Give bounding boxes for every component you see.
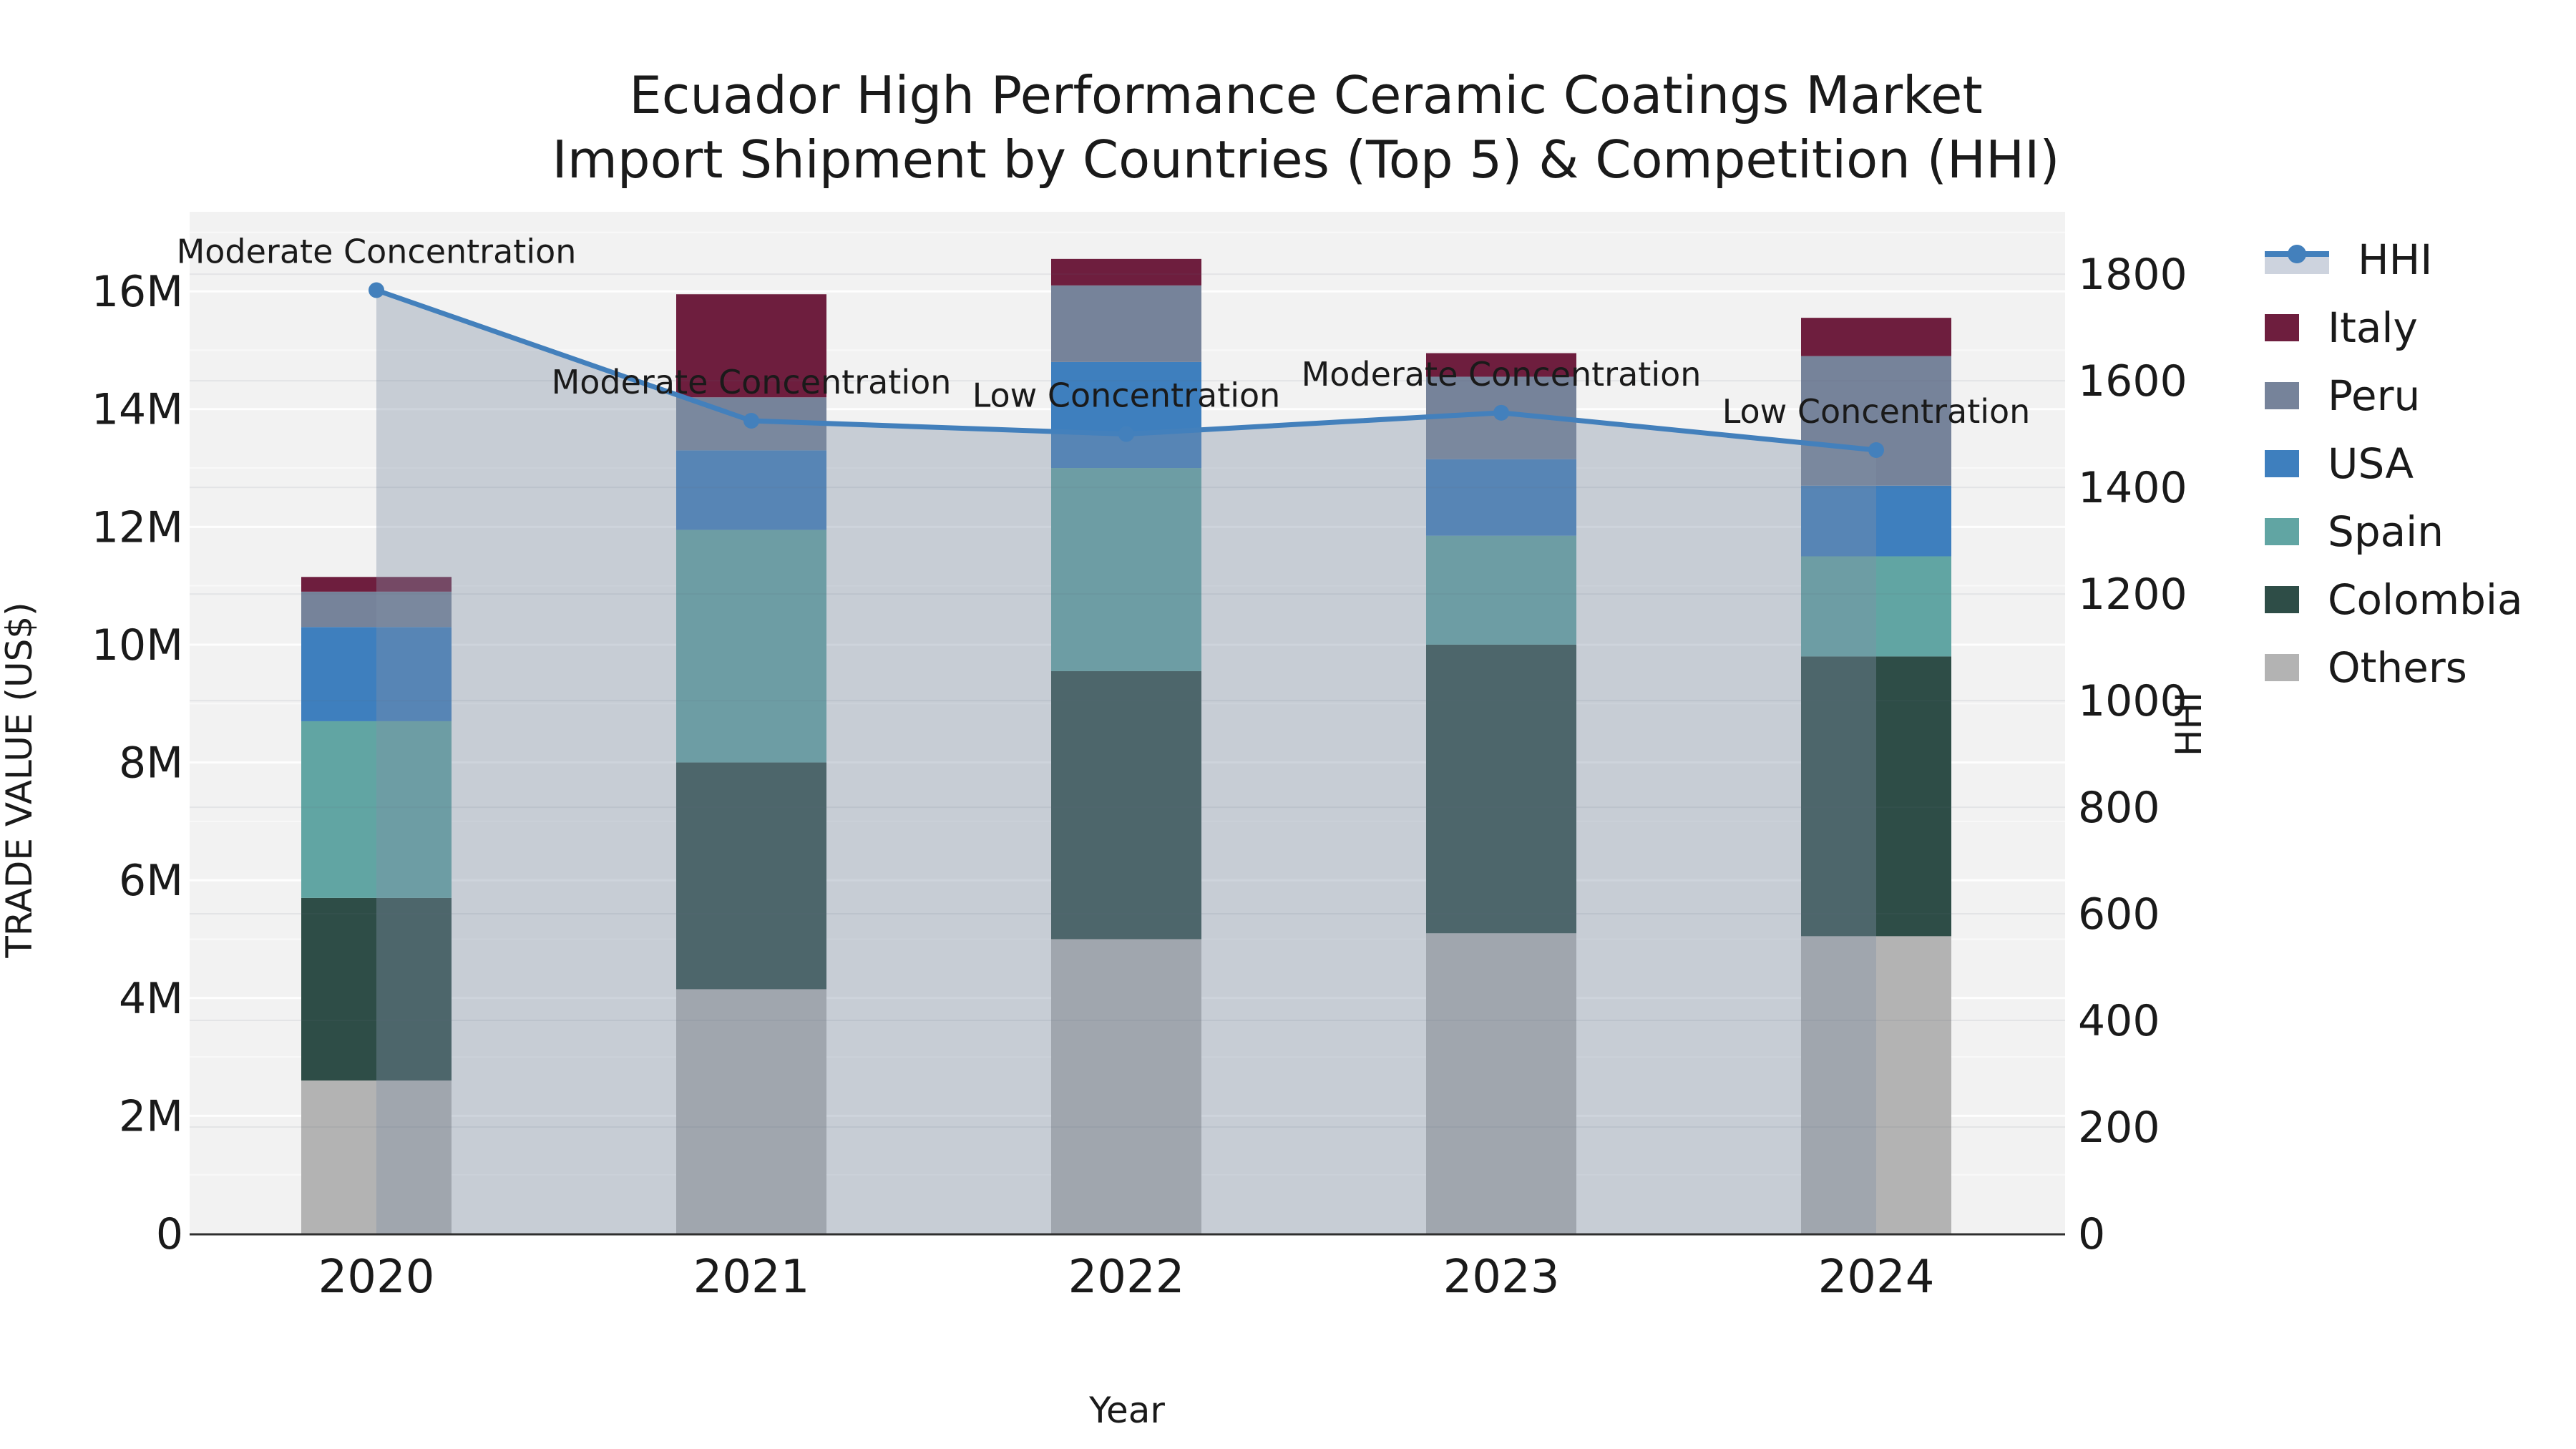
y2-tick-label-600: 600: [2078, 889, 2160, 940]
y-tick-label-10: 10M: [92, 620, 183, 670]
legend: HHI Italy Peru USA Spain Colombia Others: [2265, 225, 2523, 701]
y2-tick-label-400: 400: [2078, 996, 2160, 1046]
bar-segment-spain-2024: [1801, 556, 1951, 657]
legend-swatch-italy: [2265, 313, 2299, 341]
legend-label-spain: Spain: [2328, 507, 2444, 556]
legend-item-usa: USA: [2265, 429, 2523, 497]
bar-segment-spain-2020: [301, 721, 452, 898]
y-tick-label-6: 6M: [119, 856, 183, 906]
bar-segment-peru-2020: [301, 591, 452, 628]
bar-segment-colombia-2024: [1801, 656, 1951, 937]
hhi-marker-2023: [1493, 404, 1509, 421]
bar-segment-others-2023: [1426, 933, 1576, 1234]
y-tick-label-8: 8M: [119, 738, 183, 789]
legend-label-colombia: Colombia: [2328, 575, 2523, 624]
legend-item-hhi: HHI: [2265, 225, 2523, 293]
y-tick-label-4: 4M: [119, 974, 183, 1024]
bar-segment-colombia-2022: [1051, 670, 1201, 940]
bar-segment-colombia-2023: [1426, 644, 1576, 934]
y2-tick-label-1600: 1600: [2078, 356, 2187, 406]
chart-title: Ecuador High Performance Ceramic Coating…: [36, 63, 2576, 192]
x-tick-label-2023: 2023: [1443, 1251, 1560, 1304]
legend-hhi-line-icon: [2265, 244, 2329, 274]
bar-segment-others-2024: [1801, 936, 1951, 1234]
legend-label-hhi: HHI: [2358, 235, 2433, 284]
bar-segment-others-2021: [676, 989, 826, 1234]
chart-title-line-1: Ecuador High Performance Ceramic Coating…: [629, 65, 1983, 125]
legend-label-usa: USA: [2328, 439, 2414, 488]
hhi-marker-2022: [1118, 426, 1134, 442]
annotation-2022: Low Concentration: [972, 376, 1281, 415]
bar-segment-spain-2022: [1051, 468, 1201, 671]
y2-axis-label: HHI: [2168, 692, 2210, 756]
annotation-2024: Low Concentration: [1722, 392, 2031, 431]
y2-tick-label-200: 200: [2078, 1103, 2160, 1153]
y-tick-label-2: 2M: [119, 1091, 183, 1141]
bar-segment-usa-2021: [676, 450, 826, 530]
y2-tick-label-800: 800: [2078, 783, 2160, 833]
bar-segment-peru-2024: [1801, 356, 1951, 486]
bar-segment-spain-2021: [676, 530, 826, 763]
y-axis-label: TRADE VALUE (US$): [0, 602, 40, 958]
y2-tick-label-1400: 1400: [2078, 463, 2187, 513]
y2-tick-label-1000: 1000: [2078, 676, 2187, 726]
bar-segment-italy-2020: [301, 577, 452, 592]
hhi-marker-2024: [1868, 441, 1884, 458]
bar-segment-italy-2023: [1426, 353, 1576, 377]
annotation-2021: Moderate Concentration: [552, 363, 952, 401]
y-tick-label-14: 14M: [92, 385, 183, 435]
legend-swatch-spain: [2265, 517, 2299, 545]
bar-segment-usa-2022: [1051, 361, 1201, 469]
y-tick-label-0: 0: [156, 1209, 183, 1259]
bar-segment-usa-2020: [301, 627, 452, 721]
annotation-2020: Moderate Concentration: [177, 233, 577, 271]
bar-segment-peru-2022: [1051, 285, 1201, 362]
legend-swatch-colombia: [2265, 585, 2299, 613]
bar-segment-italy-2024: [1801, 318, 1951, 356]
bar-segment-colombia-2020: [301, 897, 452, 1081]
x-tick-label-2022: 2022: [1068, 1251, 1185, 1304]
legend-label-peru: Peru: [2328, 371, 2421, 420]
legend-swatch-others: [2265, 653, 2299, 681]
bar-segment-usa-2024: [1801, 485, 1951, 557]
y2-tick-label-1200: 1200: [2078, 570, 2187, 620]
y-tick-label-12: 12M: [92, 502, 183, 552]
legend-label-italy: Italy: [2328, 303, 2418, 352]
bar-segment-usa-2023: [1426, 459, 1576, 536]
bar-segment-italy-2021: [676, 294, 826, 398]
x-tick-label-2021: 2021: [693, 1251, 810, 1304]
legend-swatch-usa: [2265, 449, 2299, 477]
x-tick-label-2020: 2020: [318, 1251, 435, 1304]
legend-item-colombia: Colombia: [2265, 565, 2523, 633]
legend-item-italy: Italy: [2265, 293, 2523, 361]
legend-item-spain: Spain: [2265, 497, 2523, 565]
legend-swatch-peru: [2265, 381, 2299, 409]
y2-tick-label-0: 0: [2078, 1209, 2105, 1259]
bar-segment-others-2022: [1051, 939, 1201, 1234]
x-axis-label: Year: [1088, 1390, 1165, 1431]
hhi-marker-2020: [369, 282, 384, 298]
x-tick-label-2024: 2024: [1818, 1251, 1935, 1304]
bar-segment-spain-2023: [1426, 535, 1576, 645]
chart-title-line-2: Import Shipment by Countries (Top 5) & C…: [552, 130, 2060, 190]
hhi-marker-2021: [743, 413, 759, 429]
annotation-2023: Moderate Concentration: [1302, 355, 1702, 394]
hhi-area-fill: [376, 290, 1876, 1234]
legend-item-peru: Peru: [2265, 361, 2523, 429]
legend-item-others: Others: [2265, 633, 2523, 701]
bar-segment-colombia-2021: [676, 762, 826, 990]
y-tick-label-16: 16M: [92, 267, 183, 317]
y2-tick-label-1800: 1800: [2078, 250, 2187, 300]
bar-segment-others-2020: [301, 1080, 452, 1234]
legend-label-others: Others: [2328, 643, 2467, 692]
bar-segment-italy-2022: [1051, 258, 1201, 286]
